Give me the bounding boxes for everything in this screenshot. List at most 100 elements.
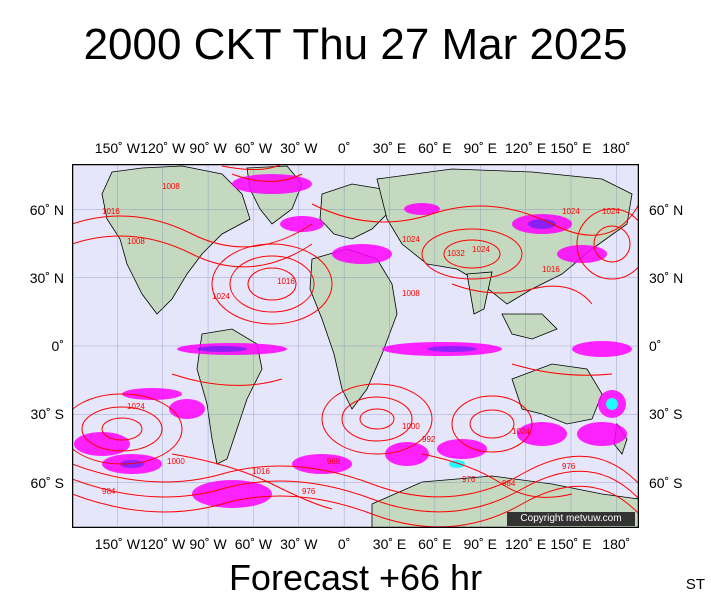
rain-patch bbox=[292, 454, 352, 474]
isobar bbox=[593, 225, 631, 263]
rain-patch bbox=[577, 422, 627, 446]
longitude-label-top: 120˚ E bbox=[504, 140, 547, 156]
longitude-label-top: 60˚ E bbox=[418, 140, 452, 156]
station-code: ST bbox=[685, 576, 705, 593]
isobar bbox=[72, 393, 183, 465]
forecast-label: Forecast +66 hr bbox=[228, 557, 483, 598]
longitude-label-bottom: 60˚ W bbox=[234, 536, 273, 552]
isobar-value-label: 976 bbox=[302, 487, 316, 496]
isobar bbox=[72, 235, 313, 268]
isobar-value-label: 1008 bbox=[162, 182, 180, 191]
longitude-label-top: 90˚ W bbox=[189, 140, 227, 156]
longitude-label-bottom: 120˚ E bbox=[504, 536, 547, 552]
land-south-america bbox=[196, 328, 263, 465]
isobar-value-label: 1016 bbox=[277, 277, 295, 286]
isobar bbox=[311, 203, 639, 236]
isobar-value-label: 976 bbox=[562, 462, 576, 471]
isobar bbox=[421, 453, 573, 498]
land-india bbox=[466, 271, 493, 315]
latitude-label-left: 60˚ N bbox=[29, 201, 64, 218]
isobar bbox=[451, 283, 593, 305]
land-europe bbox=[319, 183, 393, 240]
rain-patch bbox=[404, 203, 440, 215]
isobar-value-label: 1024 bbox=[472, 245, 490, 254]
rain-patch bbox=[385, 442, 429, 466]
isobar-value-label: 1016 bbox=[252, 467, 270, 476]
isobar bbox=[576, 208, 639, 280]
isobar-value-label: 1000 bbox=[167, 457, 185, 466]
land-se-asia bbox=[501, 313, 558, 340]
isobar-value-label: 968 bbox=[327, 457, 341, 466]
rain-patch bbox=[197, 346, 247, 352]
isobar-value-label: 976 bbox=[462, 475, 476, 484]
isobar bbox=[101, 417, 143, 441]
latitude-label-right: 30˚ N bbox=[649, 269, 684, 286]
land-australia bbox=[511, 363, 603, 425]
map-title: 2000 CKT Thu 27 Mar 2025 bbox=[83, 20, 628, 69]
rain-patch bbox=[192, 480, 272, 508]
isobar bbox=[359, 408, 395, 430]
isobar bbox=[469, 409, 515, 439]
latitude-label-left: 30˚ S bbox=[30, 406, 64, 423]
rain-patch bbox=[437, 439, 487, 459]
rain-patch bbox=[572, 341, 632, 357]
isobar bbox=[211, 243, 333, 325]
longitude-label-bottom: 150˚ E bbox=[550, 536, 592, 552]
isobar bbox=[72, 485, 639, 528]
rain-patch bbox=[606, 398, 618, 410]
latitude-label-right: 60˚ N bbox=[649, 201, 684, 218]
longitude-label-top: 30˚ W bbox=[280, 140, 318, 156]
isobar-value-label: 1024 bbox=[402, 235, 420, 244]
latitude-label-left: 30˚ N bbox=[29, 269, 64, 286]
isobar bbox=[443, 239, 501, 269]
longitude-label-top: 90˚ E bbox=[463, 140, 497, 156]
isobar bbox=[247, 267, 297, 301]
isobar bbox=[231, 173, 303, 182]
isobar-value-label: 1016 bbox=[542, 265, 560, 274]
longitude-label-bottom: 150˚ W bbox=[94, 536, 140, 552]
longitude-label-top: 150˚ W bbox=[94, 140, 140, 156]
isobar bbox=[72, 455, 639, 498]
longitude-label-bottom: 0˚ bbox=[337, 536, 351, 552]
longitude-label-top: 60˚ W bbox=[234, 140, 273, 156]
isobar-value-label: 1008 bbox=[402, 289, 420, 298]
land-asia bbox=[376, 168, 633, 305]
rain-patch bbox=[122, 388, 182, 400]
isobar bbox=[72, 215, 313, 248]
longitude-label-bottom: 90˚ E bbox=[463, 536, 497, 552]
longitude-label-top: 0˚ bbox=[337, 140, 351, 156]
copyright-label: Copyright metvuw.com bbox=[507, 512, 635, 526]
rain-patch bbox=[332, 244, 392, 264]
isobar-value-label: 1008 bbox=[127, 237, 145, 246]
latitude-label-left: 0˚ bbox=[51, 338, 64, 354]
isobar-value-label: 1024 bbox=[512, 427, 530, 436]
longitude-label-bottom: 90˚ W bbox=[189, 536, 227, 552]
rain-patch bbox=[427, 346, 477, 352]
latitude-label-right: 60˚ S bbox=[649, 474, 683, 491]
isobar-value-label: 1032 bbox=[447, 249, 465, 258]
latitude-label-left: 60˚ S bbox=[30, 474, 64, 491]
isobar bbox=[321, 383, 433, 455]
longitude-label-bottom: 60˚ E bbox=[418, 536, 452, 552]
isobar bbox=[221, 164, 283, 170]
isobar bbox=[171, 453, 333, 510]
rain-patch bbox=[232, 174, 312, 194]
isobar-labels: 1016 1008 1024 1016 1024 1032 1024 1008 1016 1024… bbox=[102, 182, 620, 496]
isobar bbox=[229, 255, 315, 313]
longitude-label-bottom: 120˚ W bbox=[140, 536, 186, 552]
isobar-value-label: 1024 bbox=[562, 207, 580, 216]
isobar bbox=[451, 395, 533, 453]
rain-patch bbox=[169, 399, 205, 419]
longitude-label-top: 150˚ E bbox=[550, 140, 592, 156]
isobar-value-label: 1024 bbox=[602, 207, 620, 216]
latitude-label-right: 0˚ bbox=[649, 338, 662, 354]
isobar-value-label: 992 bbox=[422, 435, 436, 444]
isobar-value-label: 1024 bbox=[212, 292, 230, 301]
isobar-value-label: 984 bbox=[102, 487, 116, 496]
map-border bbox=[72, 164, 639, 528]
isobar-value-label: 984 bbox=[502, 479, 516, 488]
isobar bbox=[81, 406, 163, 452]
longitude-label-bottom: 180˚ bbox=[602, 536, 631, 552]
precipitation bbox=[74, 174, 632, 508]
isobar bbox=[511, 363, 613, 376]
